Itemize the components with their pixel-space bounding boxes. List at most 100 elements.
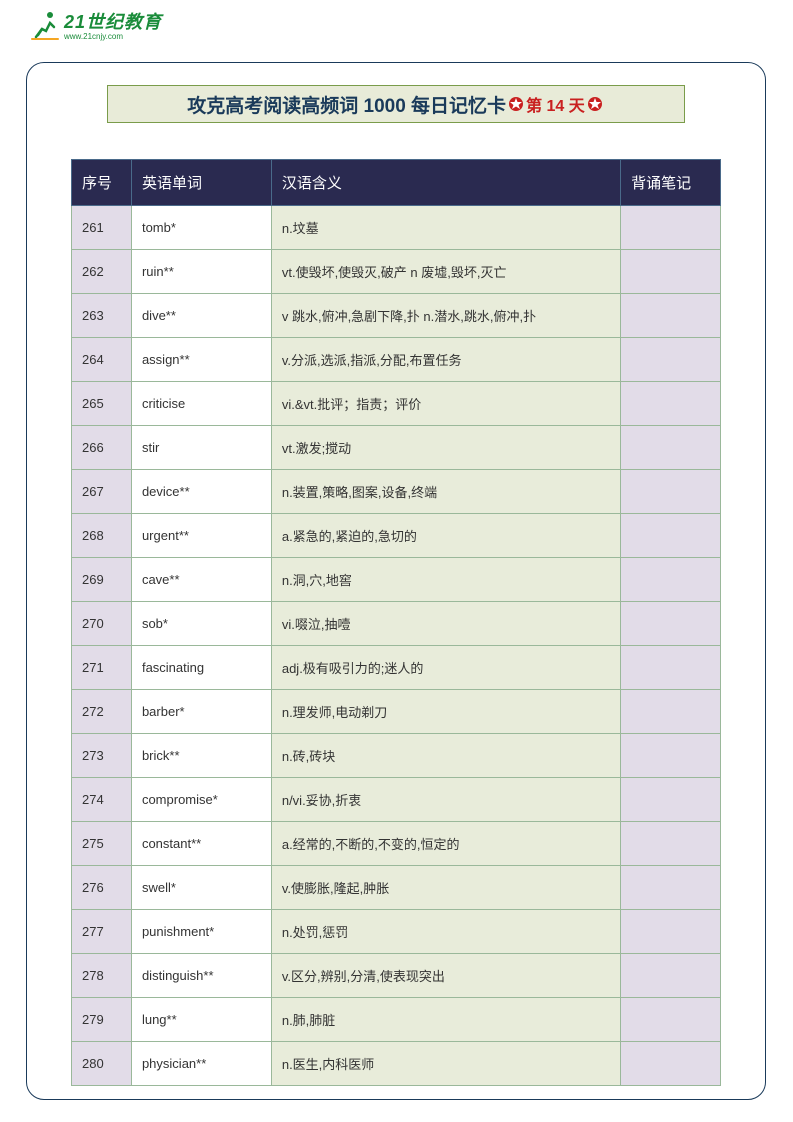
- cell-meaning: n.装置,策略,图案,设备,终端: [271, 470, 620, 514]
- cell-word: distinguish**: [131, 954, 271, 998]
- cell-word: urgent**: [131, 514, 271, 558]
- title-prefix: 攻克高考阅读高频词 1000 每日记忆卡: [187, 91, 506, 118]
- cell-meaning: a.紧急的,紧迫的,急切的: [271, 514, 620, 558]
- cell-meaning: n.理发师,电动剃刀: [271, 690, 620, 734]
- cell-word: sob*: [131, 602, 271, 646]
- table-row: 264assign**v.分派,选派,指派,分配,布置任务: [72, 338, 721, 382]
- table-row: 263dive**v 跳水,俯冲,急剧下降,扑 n.潜水,跳水,俯冲,扑: [72, 294, 721, 338]
- cell-note: [621, 690, 721, 734]
- cell-meaning: vi.啜泣,抽噎: [271, 602, 620, 646]
- cell-meaning: v.区分,辨别,分清,使表现突出: [271, 954, 620, 998]
- table-row: 265criticisevi.&vt.批评；指责；评价: [72, 382, 721, 426]
- cell-word: compromise*: [131, 778, 271, 822]
- logo-runner-icon: [28, 9, 60, 41]
- cell-word: device**: [131, 470, 271, 514]
- table-row: 279lung**n.肺,肺脏: [72, 998, 721, 1042]
- cell-num: 263: [72, 294, 132, 338]
- cell-num: 261: [72, 206, 132, 250]
- cell-note: [621, 998, 721, 1042]
- table-row: 276swell*v.使膨胀,隆起,肿胀: [72, 866, 721, 910]
- cell-meaning: vt.使毁坏,使毁灭,破产 n 废墟,毁坏,灭亡: [271, 250, 620, 294]
- cell-note: [621, 470, 721, 514]
- cell-num: 277: [72, 910, 132, 954]
- table-header-row: 序号 英语单词 汉语含义 背诵笔记: [72, 160, 721, 206]
- cell-word: constant**: [131, 822, 271, 866]
- cell-note: [621, 426, 721, 470]
- cell-meaning: v 跳水,俯冲,急剧下降,扑 n.潜水,跳水,俯冲,扑: [271, 294, 620, 338]
- cell-num: 275: [72, 822, 132, 866]
- cell-num: 267: [72, 470, 132, 514]
- cell-note: [621, 514, 721, 558]
- cell-note: [621, 338, 721, 382]
- table-row: 269cave**n.洞,穴,地窖: [72, 558, 721, 602]
- table-row: 266stirvt.激发;搅动: [72, 426, 721, 470]
- cell-meaning: vt.激发;搅动: [271, 426, 620, 470]
- cell-word: assign**: [131, 338, 271, 382]
- cell-word: tomb*: [131, 206, 271, 250]
- cell-note: [621, 250, 721, 294]
- cell-meaning: a.经常的,不断的,不变的,恒定的: [271, 822, 620, 866]
- title-day: 第 14 天: [526, 92, 585, 116]
- cell-num: 268: [72, 514, 132, 558]
- table-row: 274compromise*n/vi.妥协,折衷: [72, 778, 721, 822]
- table-row: 275constant**a.经常的,不断的,不变的,恒定的: [72, 822, 721, 866]
- header-meaning: 汉语含义: [271, 160, 620, 206]
- cell-note: [621, 558, 721, 602]
- cell-num: 266: [72, 426, 132, 470]
- star-icon: [508, 96, 524, 112]
- cell-num: 270: [72, 602, 132, 646]
- table-row: 262ruin**vt.使毁坏,使毁灭,破产 n 废墟,毁坏,灭亡: [72, 250, 721, 294]
- cell-word: punishment*: [131, 910, 271, 954]
- star-icon: [587, 96, 603, 112]
- cell-meaning: v.使膨胀,隆起,肿胀: [271, 866, 620, 910]
- cell-num: 264: [72, 338, 132, 382]
- cell-note: [621, 602, 721, 646]
- logo-text-main: 21世纪教育: [64, 12, 162, 32]
- cell-meaning: n/vi.妥协,折衷: [271, 778, 620, 822]
- cell-num: 271: [72, 646, 132, 690]
- cell-meaning: n.肺,肺脏: [271, 998, 620, 1042]
- table-row: 277punishment*n.处罚,惩罚: [72, 910, 721, 954]
- table-row: 280physician**n.医生,内科医师: [72, 1042, 721, 1086]
- table-row: 278distinguish**v.区分,辨别,分清,使表现突出: [72, 954, 721, 998]
- cell-meaning: adj.极有吸引力的;迷人的: [271, 646, 620, 690]
- cell-num: 272: [72, 690, 132, 734]
- cell-note: [621, 646, 721, 690]
- cell-meaning: n.砖,砖块: [271, 734, 620, 778]
- cell-note: [621, 954, 721, 998]
- header-num: 序号: [72, 160, 132, 206]
- cell-num: 273: [72, 734, 132, 778]
- title-box: 攻克高考阅读高频词 1000 每日记忆卡 第 14 天: [107, 85, 685, 123]
- page-frame: 攻克高考阅读高频词 1000 每日记忆卡 第 14 天 序号 英语单词 汉语含义…: [26, 62, 766, 1100]
- cell-num: 276: [72, 866, 132, 910]
- cell-word: dive**: [131, 294, 271, 338]
- header-note: 背诵笔记: [621, 160, 721, 206]
- cell-num: 269: [72, 558, 132, 602]
- cell-note: [621, 206, 721, 250]
- cell-word: brick**: [131, 734, 271, 778]
- cell-note: [621, 778, 721, 822]
- header-word: 英语单词: [131, 160, 271, 206]
- cell-num: 262: [72, 250, 132, 294]
- cell-meaning: n.医生,内科医师: [271, 1042, 620, 1086]
- cell-note: [621, 294, 721, 338]
- cell-num: 279: [72, 998, 132, 1042]
- table-row: 271fascinatingadj.极有吸引力的;迷人的: [72, 646, 721, 690]
- cell-word: swell*: [131, 866, 271, 910]
- table-row: 268urgent**a.紧急的,紧迫的,急切的: [72, 514, 721, 558]
- logo-text-sub: www.21cnjy.com: [64, 32, 162, 41]
- vocab-table: 序号 英语单词 汉语含义 背诵笔记 261tomb*n.坟墓262ruin**v…: [71, 159, 721, 1086]
- cell-word: criticise: [131, 382, 271, 426]
- cell-note: [621, 910, 721, 954]
- cell-num: 265: [72, 382, 132, 426]
- cell-word: cave**: [131, 558, 271, 602]
- cell-word: stir: [131, 426, 271, 470]
- cell-meaning: v.分派,选派,指派,分配,布置任务: [271, 338, 620, 382]
- cell-meaning: n.处罚,惩罚: [271, 910, 620, 954]
- cell-word: fascinating: [131, 646, 271, 690]
- table-row: 261tomb*n.坟墓: [72, 206, 721, 250]
- cell-note: [621, 866, 721, 910]
- cell-note: [621, 822, 721, 866]
- cell-meaning: n.洞,穴,地窖: [271, 558, 620, 602]
- table-row: 273brick**n.砖,砖块: [72, 734, 721, 778]
